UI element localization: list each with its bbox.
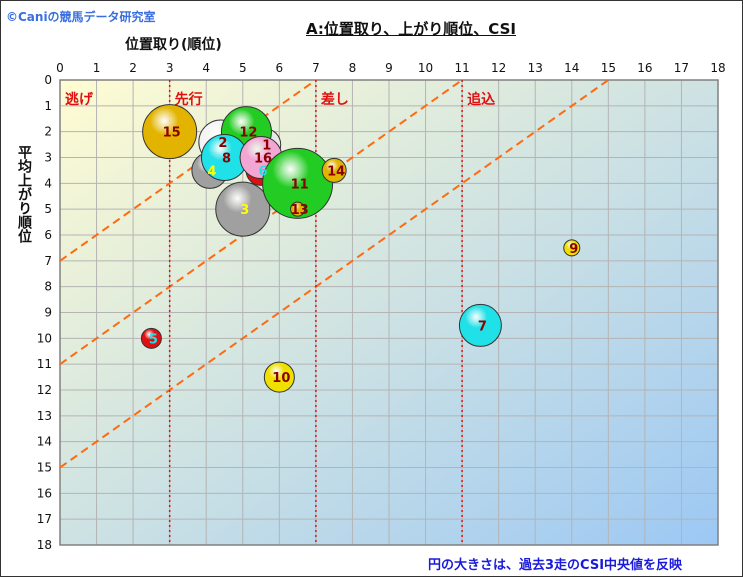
bubble-9 <box>563 239 581 257</box>
bubble-label-3: 3 <box>240 203 249 218</box>
x-tick-label: 10 <box>418 61 433 75</box>
bubble-label-7: 7 <box>478 319 487 334</box>
y-tick-label: 17 <box>37 512 52 526</box>
y-tick-label: 5 <box>44 202 52 216</box>
chart-title: A:位置取り、上がり順位、CSI <box>306 20 516 38</box>
bubble-label-11: 11 <box>291 177 309 192</box>
x-tick-label: 15 <box>601 61 616 75</box>
x-tick-label: 0 <box>56 61 64 75</box>
x-tick-label: 18 <box>710 61 725 75</box>
x-tick-label: 9 <box>385 61 393 75</box>
guide-line <box>60 80 317 262</box>
y-tick-label: 18 <box>37 538 52 552</box>
x-tick-label: 2 <box>129 61 137 75</box>
bubble-label-15: 15 <box>163 126 181 141</box>
bubble-15 <box>142 104 198 160</box>
y-tick-label: 13 <box>37 409 52 423</box>
x-tick-label: 17 <box>674 61 689 75</box>
y-tick-label: 2 <box>44 125 52 139</box>
bubble-label-2: 2 <box>218 136 227 151</box>
y-axis-label: 平均上がり順位 <box>16 145 32 243</box>
x-tick-label: 14 <box>564 61 579 75</box>
bubble-label-13: 13 <box>291 203 309 218</box>
x-tick-label: 4 <box>202 61 210 75</box>
x-tick-label: 1 <box>93 61 101 75</box>
size-note: 円の大きさは、過去3走のCSI中央値を反映 <box>428 558 683 573</box>
y-tick-label: 11 <box>37 357 52 371</box>
bubble-label-16: 16 <box>254 152 272 167</box>
y-tick-label: 15 <box>37 461 52 475</box>
brand-label: ©Caniの競馬データ研究室 <box>6 10 156 24</box>
x-tick-label: 3 <box>166 61 174 75</box>
y-tick-label: 1 <box>44 99 52 113</box>
x-tick-label: 11 <box>454 61 469 75</box>
bubble-label-4: 4 <box>207 164 216 179</box>
bubble-7 <box>458 303 502 347</box>
bubble-label-5: 5 <box>149 332 158 347</box>
x-tick-label: 6 <box>276 61 284 75</box>
bubble-5 <box>140 327 162 349</box>
zone-label: 先行 <box>175 91 203 108</box>
x-tick-label: 16 <box>637 61 652 75</box>
bubble-label-6: 6 <box>259 164 268 179</box>
y-tick-label: 16 <box>37 486 52 500</box>
guide-line <box>60 80 609 469</box>
bubble-13 <box>290 201 306 217</box>
y-tick-label: 4 <box>44 176 52 190</box>
zone-label: 逃げ <box>65 91 94 108</box>
bubble-14 <box>321 157 347 183</box>
plot-border <box>59 79 719 546</box>
x-tick-label: 13 <box>528 61 543 75</box>
bubble-3 <box>215 181 271 237</box>
bubble-label-9: 9 <box>569 242 578 257</box>
bubble-label-12: 12 <box>239 126 257 141</box>
bubble-label-10: 10 <box>272 371 290 386</box>
x-tick-label: 8 <box>349 61 357 75</box>
bubble-10 <box>263 361 295 393</box>
x-tick-label: 12 <box>491 61 506 75</box>
y-tick-label: 10 <box>37 331 52 345</box>
zone-label: 差し <box>321 91 349 108</box>
x-axis-label: 位置取り(順位) <box>125 37 222 53</box>
y-tick-label: 3 <box>44 151 52 165</box>
zone-label: 追込 <box>467 91 495 108</box>
y-tick-label: 8 <box>44 280 52 294</box>
x-tick-label: 5 <box>239 61 247 75</box>
guide-line <box>60 80 463 365</box>
y-tick-label: 12 <box>37 383 52 397</box>
bubble-label-8: 8 <box>222 152 231 167</box>
y-tick-label: 6 <box>44 228 52 242</box>
bubble-11 <box>262 147 334 219</box>
y-tick-label: 0 <box>44 73 52 87</box>
x-tick-label: 7 <box>312 61 320 75</box>
y-tick-label: 7 <box>44 254 52 268</box>
bubble-label-1: 1 <box>262 139 271 154</box>
y-tick-label: 9 <box>44 306 52 320</box>
y-tick-label: 14 <box>37 435 52 449</box>
bubble-label-14: 14 <box>327 164 345 179</box>
